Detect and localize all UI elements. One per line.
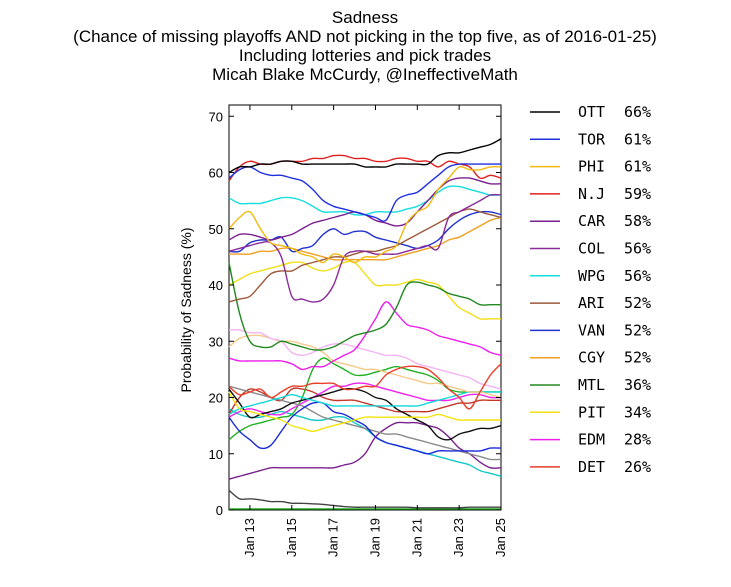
- series-line: [228, 391, 501, 433]
- legend-entry-value: 56%: [624, 240, 651, 258]
- legend-entry-value: 58%: [624, 212, 651, 230]
- legend-entry-value: 61%: [624, 130, 651, 148]
- chart-title-line: Including lotteries and pick trades: [239, 46, 491, 65]
- legend-entry-name: PIT: [578, 403, 605, 421]
- series-line-cgy: [229, 216, 502, 261]
- legend-entry-name: TOR: [578, 130, 606, 148]
- series-line-pit: [228, 260, 502, 320]
- legend: OTT 66% TOR 61% PHI 61% N.J 59% CAR 58% COL 56% WPG 5…: [530, 103, 651, 476]
- legend-entry-name: PHI: [578, 158, 605, 176]
- legend-entry-name: DET: [578, 458, 605, 476]
- legend-entry-name: COL: [578, 240, 605, 258]
- series-line-det: [228, 363, 502, 410]
- legend-entry-name: OTT: [578, 103, 605, 121]
- y-tick-label: 60: [209, 166, 223, 181]
- series-line: [228, 329, 502, 390]
- x-tick-label: Jan 21: [409, 518, 424, 557]
- series-line: [228, 357, 501, 441]
- legend-entry-value: 52%: [624, 349, 651, 367]
- series-line-col: [228, 193, 502, 303]
- series-line-ott: [228, 138, 502, 174]
- y-tick-label: 10: [209, 447, 223, 462]
- legend-entry-value: 26%: [624, 458, 651, 476]
- legend-entry-name: MTL: [578, 376, 605, 394]
- plot-frame: [228, 104, 502, 511]
- x-tick-label: Jan 15: [284, 518, 299, 557]
- x-tick-label: Jan 13: [242, 518, 257, 557]
- y-tick-label: 40: [209, 278, 223, 293]
- y-tick-label: 0: [216, 503, 223, 518]
- legend-entry-value: 59%: [624, 185, 651, 203]
- legend-entry-value: 36%: [624, 376, 651, 394]
- legend-entry-name: EDM: [578, 431, 605, 449]
- legend-entry-value: 61%: [624, 158, 651, 176]
- series-line-edm: [228, 301, 502, 371]
- legend-entry-name: ARI: [578, 294, 605, 312]
- chart-title-line: (Chance of missing playoffs AND not pick…: [73, 27, 657, 46]
- series-lines: [228, 138, 502, 510]
- legend-entry-name: VAN: [578, 321, 605, 339]
- legend-entry-value: 52%: [624, 321, 651, 339]
- chart-title: Sadness(Chance of missing playoffs AND n…: [73, 8, 657, 84]
- series-line: [228, 388, 502, 441]
- x-tick-label: Jan 19: [367, 518, 382, 557]
- x-tick-label: Jan 23: [451, 518, 466, 557]
- x-axis-ticks: Jan 13 Jan 15 Jan 17 Jan 19 Jan 21 Jan 23 Jan …: [242, 105, 508, 557]
- legend-entry-name: WPG: [578, 267, 605, 285]
- y-tick-label: 30: [209, 334, 223, 349]
- chart-title-line: Sadness: [332, 8, 398, 27]
- legend-entry-value: 56%: [624, 267, 651, 285]
- y-axis-label: Probability of Sadness (%): [178, 228, 194, 393]
- series-line: [228, 489, 501, 509]
- legend-entry-value: 34%: [624, 403, 651, 421]
- series-line: [228, 382, 502, 418]
- series-line: [228, 401, 502, 455]
- x-tick-label: Jan 25: [493, 518, 508, 557]
- y-tick-label: 20: [209, 391, 223, 406]
- series-line: [228, 421, 502, 480]
- y-axis-ticks: 0 10 20 30 40 50 60 70: [209, 109, 501, 518]
- legend-entry-name: CAR: [578, 212, 606, 230]
- plot-area: 0 10 20 30 40 50 60 70 Jan 13 Jan 15 Jan 17 Jan 19…: [209, 104, 508, 557]
- series-line-phi: [228, 165, 502, 264]
- legend-entry-name: N.J: [578, 185, 605, 203]
- chart-title-line: Micah Blake McCurdy, @IneffectiveMath: [212, 65, 518, 84]
- legend-entry-value: 66%: [624, 103, 651, 121]
- legend-entry-value: 28%: [624, 431, 651, 449]
- series-line-mtl: [228, 262, 501, 351]
- series-line: [228, 385, 502, 461]
- legend-entry-name: CGY: [578, 349, 605, 367]
- series-line-tor: [228, 163, 501, 222]
- y-tick-label: 70: [209, 109, 223, 124]
- legend-entry-value: 52%: [624, 294, 651, 312]
- y-tick-label: 50: [209, 222, 223, 237]
- x-tick-label: Jan 17: [326, 518, 341, 557]
